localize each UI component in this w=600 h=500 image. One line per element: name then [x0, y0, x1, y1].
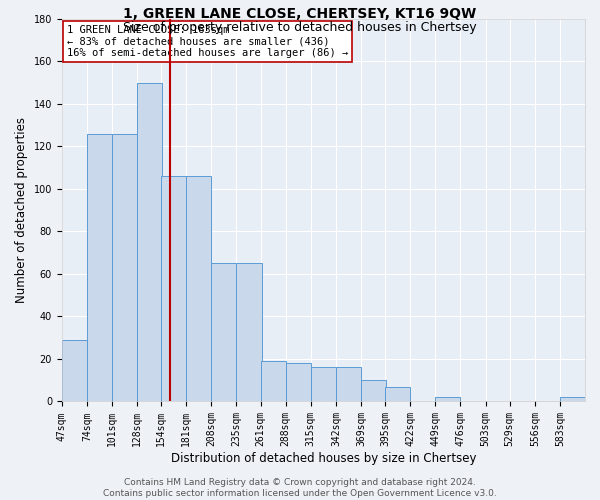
- Bar: [236, 264, 262, 402]
- Y-axis label: Number of detached properties: Number of detached properties: [15, 117, 28, 303]
- Bar: [260, 361, 286, 402]
- Bar: [87, 134, 112, 402]
- Text: 1, GREEN LANE CLOSE, CHERTSEY, KT16 9QW: 1, GREEN LANE CLOSE, CHERTSEY, KT16 9QW: [124, 8, 476, 22]
- Bar: [286, 363, 311, 402]
- Bar: [311, 368, 336, 402]
- Bar: [336, 368, 361, 402]
- X-axis label: Distribution of detached houses by size in Chertsey: Distribution of detached houses by size …: [170, 452, 476, 465]
- Text: Size of property relative to detached houses in Chertsey: Size of property relative to detached ho…: [123, 21, 477, 34]
- Text: Contains HM Land Registry data © Crown copyright and database right 2024.
Contai: Contains HM Land Registry data © Crown c…: [103, 478, 497, 498]
- Bar: [112, 134, 137, 402]
- Bar: [385, 386, 410, 402]
- Bar: [62, 340, 87, 402]
- Bar: [137, 82, 162, 402]
- Bar: [187, 176, 211, 402]
- Bar: [436, 397, 460, 402]
- Bar: [211, 264, 236, 402]
- Bar: [361, 380, 386, 402]
- Text: 1 GREEN LANE CLOSE: 163sqm
← 83% of detached houses are smaller (436)
16% of sem: 1 GREEN LANE CLOSE: 163sqm ← 83% of deta…: [67, 24, 348, 58]
- Bar: [161, 176, 187, 402]
- Bar: [560, 397, 585, 402]
